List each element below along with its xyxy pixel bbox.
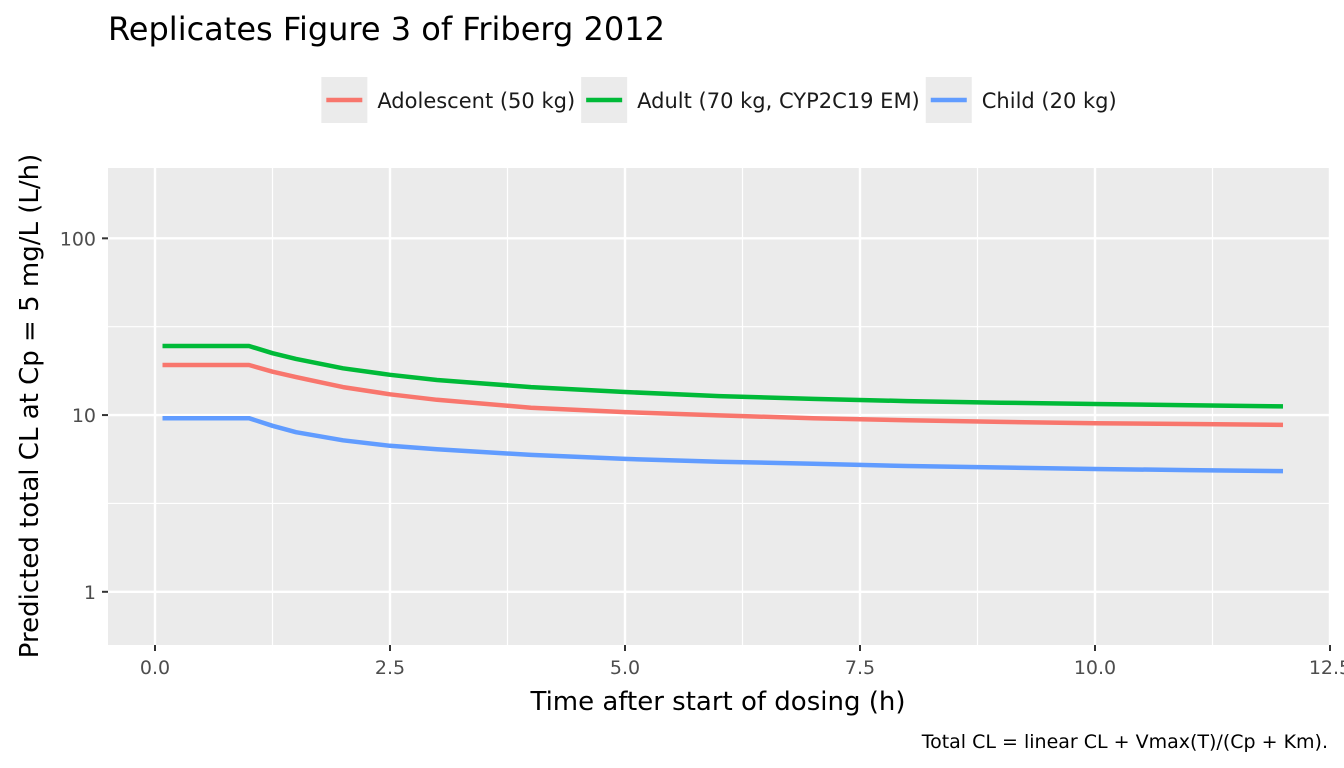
legend-label: Child (20 kg) [982, 89, 1117, 113]
chart-title: Replicates Figure 3 of Friberg 2012 [108, 10, 665, 48]
series-line [162, 343, 1284, 409]
series-lines [162, 343, 1284, 474]
legend-item: Adult (70 kg, CYP2C19 EM) [581, 77, 920, 123]
x-axis: 0.0 2.5 5.0 7.5 10.0 12.5 [140, 645, 1344, 679]
x-tick-label: 0.0 [140, 657, 170, 679]
legend-item: Child (20 kg) [925, 77, 1117, 123]
x-tick-label: 2.5 [375, 657, 405, 679]
x-tick-label: 12.5 [1309, 657, 1344, 679]
x-axis-title: Time after start of dosing (h) [529, 687, 905, 717]
legend: Adolescent (50 kg) Adult (70 kg, CYP2C19 … [321, 77, 1117, 123]
legend-item: Adolescent (50 kg) [321, 77, 575, 123]
y-axis: 1 10 100 [60, 228, 108, 604]
legend-label: Adolescent (50 kg) [377, 89, 575, 113]
y-tick-label: 100 [60, 228, 96, 250]
y-tick-label: 10 [72, 405, 96, 427]
x-tick-label: 10.0 [1074, 657, 1116, 679]
x-tick-label: 5.0 [610, 657, 640, 679]
y-axis-title: Predicted total CL at Cp = 5 mg/L (L/h) [15, 154, 45, 658]
series-line [162, 362, 1284, 428]
x-tick-label: 7.5 [845, 657, 875, 679]
caption: Total CL = linear CL + Vmax(T)/(Cp + Km)… [921, 731, 1328, 753]
series-line [162, 415, 1284, 474]
y-tick-label: 1 [84, 582, 96, 604]
legend-label: Adult (70 kg, CYP2C19 EM) [637, 89, 920, 113]
